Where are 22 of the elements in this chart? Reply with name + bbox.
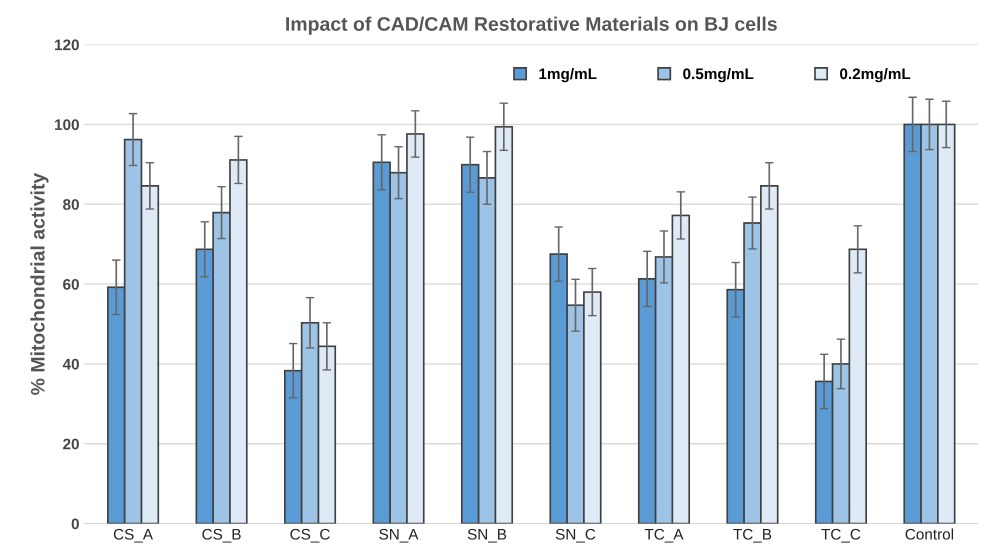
x-tick-label: CS_A (114, 528, 153, 543)
chart-title: Impact of CAD/CAM Restorative Materials on BJ cells (286, 16, 777, 35)
y-tick-label: 40 (62, 358, 79, 370)
x-tick-label: CS_B (202, 528, 241, 543)
y-tick-label: 20 (63, 438, 79, 450)
y-tick-label: 100 (55, 119, 79, 130)
y-tick-label: 80 (63, 199, 79, 210)
x-tick-label: CS_C (290, 528, 330, 543)
legend-label: 1mg/mL (539, 68, 597, 82)
x-tick-label: SN_C (556, 528, 596, 543)
y-tick-label: 120 (55, 39, 79, 50)
legend-label: 0.5mg/mL (683, 68, 754, 82)
x-tick-label: Control (906, 528, 954, 540)
x-tick-label: TC_A (644, 528, 684, 543)
x-tick-label: SN_A (379, 528, 418, 543)
x-tick-label: TC_C (821, 528, 860, 543)
y-tick-label: 0 (72, 518, 79, 530)
x-tick-label: TC_B (733, 528, 772, 543)
x-tick-label: SN_B (468, 528, 506, 543)
y-axis-title: % Mitochondrial activity (30, 172, 48, 395)
legend-label: 0.2mg/mL (840, 68, 910, 82)
y-tick-label: 60 (63, 278, 79, 290)
